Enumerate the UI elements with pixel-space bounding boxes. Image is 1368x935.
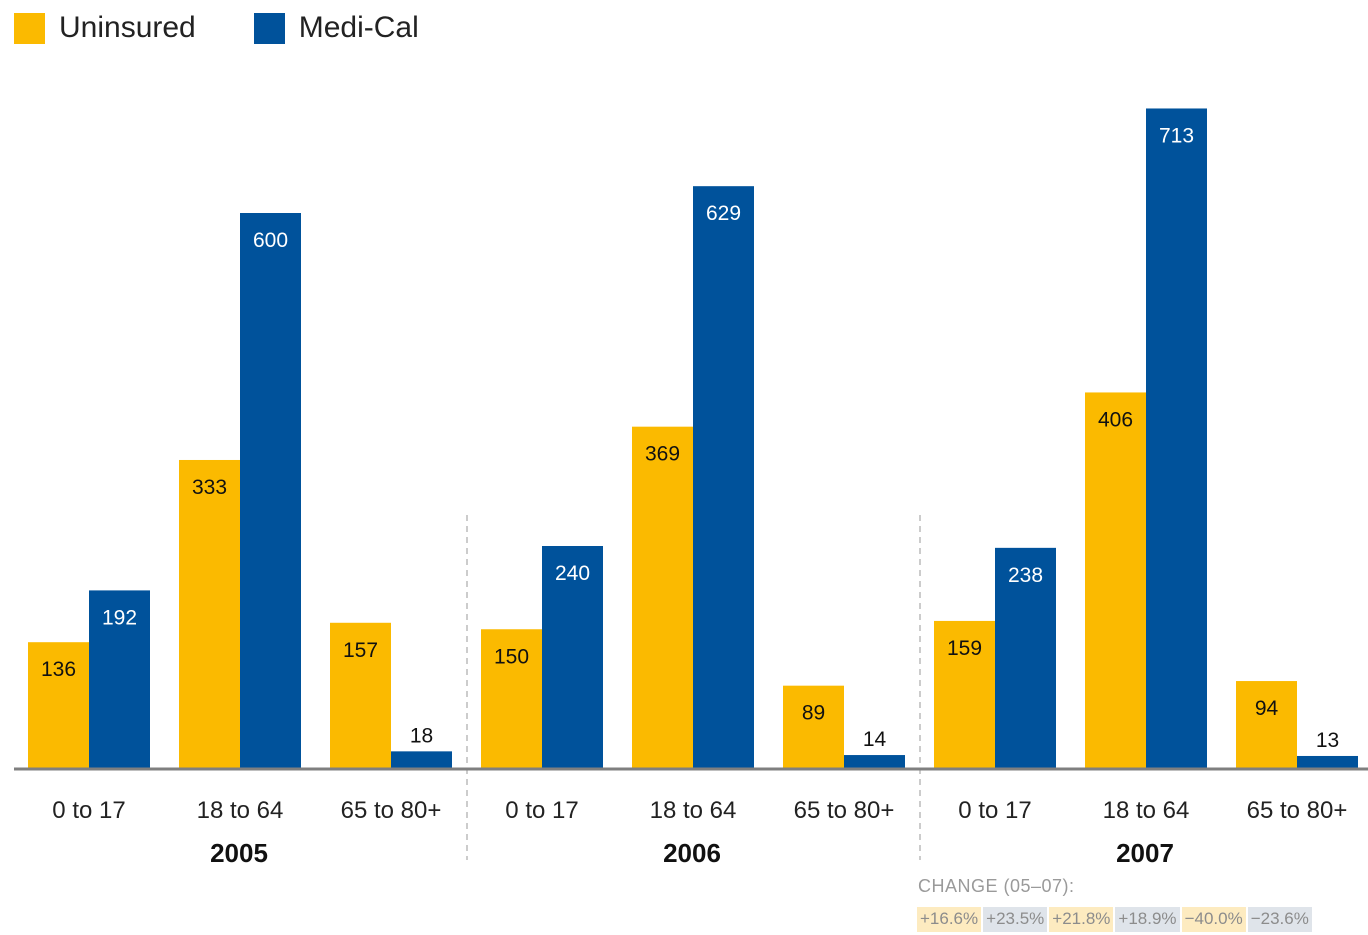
bar-chart: 136 192 0 to 17 333 600 18 to 64 157 18 65 to 80… [14, 108, 1368, 868]
legend-label-uninsured: Uninsured [59, 11, 196, 44]
legend-item-uninsured: Uninsured [14, 11, 196, 45]
bar-medical-2007-1 [1146, 108, 1207, 769]
legend-swatch-uninsured [14, 12, 45, 44]
bar-medical-2007-2 [1297, 755, 1358, 768]
bar-uninsured-2006-1 [632, 426, 693, 768]
change-title: CHANGE (05–07): [918, 876, 1075, 896]
change-value-3: +21.8% [1049, 907, 1114, 932]
year-label: 2007 [1116, 838, 1174, 868]
bar-medical-2007-0 [995, 547, 1056, 768]
change-value-4: +18.9% [1115, 907, 1180, 932]
bar-medical-2006-0 [542, 546, 603, 768]
change-row: +16.6% +23.5% +21.8% +18.9% −40.0% −23.6… [917, 907, 1314, 932]
change-value-6: −23.6% [1247, 907, 1312, 932]
value-label: 157 [343, 639, 378, 662]
value-label: 13 [1316, 729, 1339, 752]
bar-uninsured-2005-2 [330, 622, 391, 768]
value-label: 713 [1159, 124, 1194, 147]
change-value-1: +16.6% [917, 907, 982, 932]
value-label: 629 [706, 202, 741, 225]
legend-label-medical: Medi-Cal [298, 11, 419, 44]
bar-uninsured-2007-0 [934, 620, 995, 768]
bar-medical-2006-2 [844, 755, 905, 768]
bar-uninsured-2006-2 [783, 685, 844, 768]
value-label: 136 [41, 658, 76, 681]
bar-medical-2006-1 [693, 186, 754, 769]
value-label: 192 [102, 606, 137, 629]
category-label: 65 to 80+ [1247, 797, 1348, 824]
value-label: 238 [1008, 564, 1043, 587]
legend: Uninsured Medi-Cal [14, 8, 477, 48]
category-label: 0 to 17 [52, 797, 125, 824]
change-value-5: −40.0% [1181, 907, 1246, 932]
value-label: 600 [253, 229, 288, 252]
value-label: 369 [645, 443, 680, 466]
bar-medical-2005-1 [240, 213, 301, 768]
category-label: 65 to 80+ [794, 797, 895, 824]
value-label: 240 [555, 562, 590, 585]
legend-swatch-medical [253, 12, 285, 44]
legend-item-medical: Medi-Cal [253, 11, 419, 45]
year-label: 2005 [210, 838, 268, 868]
bar-medical-2005-0 [89, 590, 150, 768]
category-label: 18 to 64 [650, 797, 737, 824]
bar-uninsured-2005-1 [179, 459, 240, 768]
bar-medical-2005-2 [391, 751, 452, 768]
value-label: 89 [802, 702, 825, 725]
value-label: 14 [863, 728, 887, 751]
value-label: 18 [410, 724, 433, 747]
change-value-2: +23.5% [983, 907, 1048, 932]
category-label: 0 to 17 [958, 797, 1031, 824]
bar-uninsured-2007-2 [1236, 681, 1297, 768]
value-label: 406 [1098, 408, 1133, 431]
bar-uninsured-2007-1 [1085, 392, 1146, 768]
category-label: 18 to 64 [197, 797, 284, 824]
category-label: 18 to 64 [1103, 797, 1190, 824]
value-label: 94 [1255, 697, 1279, 720]
bar-uninsured-2005-0 [28, 642, 89, 768]
value-label: 333 [192, 476, 227, 499]
bar-uninsured-2006-0 [481, 629, 542, 768]
year-label: 2006 [663, 838, 721, 868]
category-label: 0 to 17 [505, 797, 578, 824]
category-label: 65 to 80+ [341, 797, 442, 824]
value-label: 159 [947, 637, 982, 660]
value-label: 150 [494, 645, 529, 668]
